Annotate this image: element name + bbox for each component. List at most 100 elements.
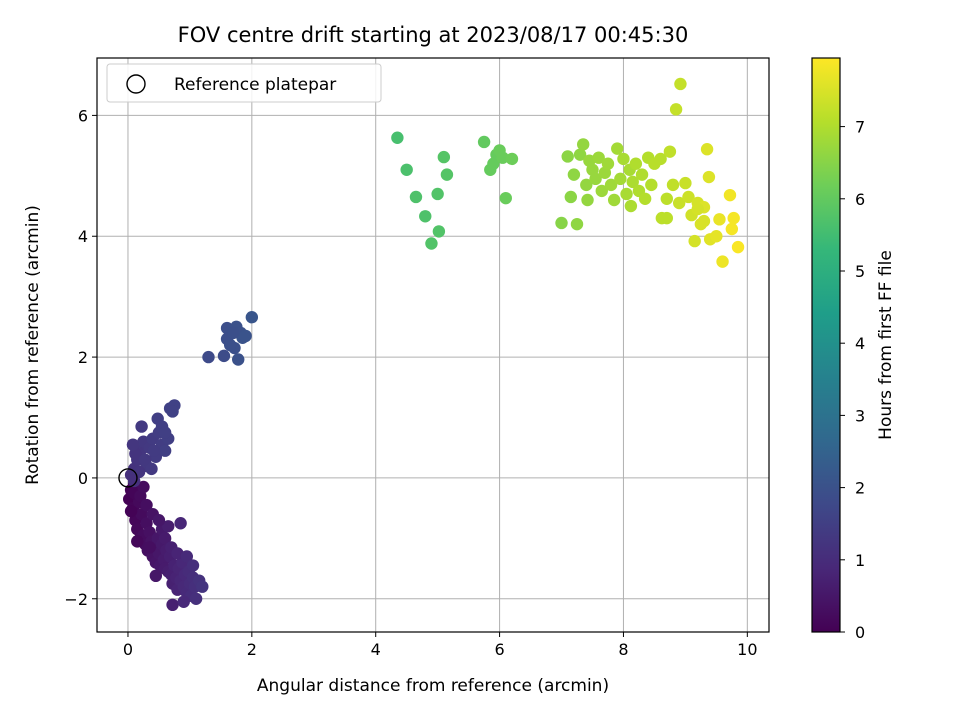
colorbar-label: Hours from first FF file [876,250,896,440]
data-point [624,199,638,213]
reference-platepar-marker [118,468,138,488]
data-point [669,103,683,116]
data-point [604,178,618,192]
data-point [135,420,148,433]
data-point [189,592,203,605]
data-point [158,444,172,457]
data-point [713,213,726,226]
data-point [166,598,179,612]
colorbar-tick-label: 1 [855,551,865,570]
data-point [555,216,568,230]
y-tick-label: 6 [78,106,88,125]
data-point [581,193,594,207]
y-tick-label: 4 [78,227,88,246]
data-point [496,151,509,164]
data-point [126,438,140,451]
y-axis-label: Rotation from reference (arcmin) [23,205,43,485]
data-point [654,152,667,166]
data-point [499,191,512,205]
data-point [158,426,172,439]
data-point [186,559,200,572]
y-tick-label: 2 [78,348,88,367]
data-point [617,152,630,166]
data-point [177,595,190,608]
x-tick-label: 4 [371,640,381,659]
data-point [576,138,590,151]
data-point [158,532,172,545]
colorbar-tick-label: 2 [855,479,865,498]
x-tick-label: 6 [494,640,504,659]
data-point [723,188,737,202]
data-point [227,326,240,340]
data-point [682,190,695,204]
colorbar-tick-label: 5 [855,262,865,281]
data-point [505,152,519,166]
colorbar-tick-label: 6 [855,190,865,209]
data-point [672,196,686,210]
colorbar-tick-label: 4 [855,334,865,353]
data-point [663,145,677,158]
data-point [697,214,711,228]
data-point [425,237,438,250]
data-point [561,150,574,163]
scatter-points [123,77,745,612]
data-point [629,157,643,170]
data-point [437,150,451,164]
data-point [573,148,587,161]
data-point [223,338,237,352]
data-point [137,480,150,494]
data-point [660,192,674,205]
data-point [217,349,231,363]
y-tick-label: −2 [64,590,88,609]
data-point [592,151,605,164]
data-point [139,453,152,466]
data-point [679,176,692,190]
data-point [440,168,454,181]
x-tick-label: 0 [123,640,133,659]
x-tick-label: 2 [247,640,257,659]
data-point [731,240,745,254]
data-point [152,514,166,527]
plot-frame [96,57,770,633]
data-point [145,462,158,476]
data-point [635,168,649,181]
data-point [202,350,215,364]
chart-title: FOV centre drift starting at 2023/08/17 … [178,23,689,47]
data-point [124,504,138,518]
colorbar-tick-label: 7 [855,118,865,137]
data-point [691,202,704,216]
data-point [611,142,624,155]
data-point [607,193,621,207]
data-point [166,405,179,418]
colorbar-gradient [811,57,841,633]
data-point [245,311,259,324]
data-point [131,535,144,548]
data-point [196,580,209,593]
data-point [716,255,729,268]
data-point [666,178,680,192]
data-point [595,184,608,198]
data-point [626,175,639,189]
x-tick-label: 10 [737,640,757,659]
data-point [135,507,148,521]
data-point [239,329,252,343]
legend: Reference platepar [106,63,382,103]
x-axis-label: Angular distance from reference (arcmin) [257,676,609,696]
x-tick-label: 8 [618,640,628,659]
data-point [147,444,161,457]
data-point [162,520,175,533]
data-point [700,143,714,156]
colorbar-ticks: 0 1 2 3 4 5 6 7 [840,118,865,642]
data-point [674,77,687,91]
data-point [645,178,658,192]
data-point [567,168,581,181]
data-point [614,172,627,186]
data-point [660,211,674,225]
data-point [149,569,163,583]
data-point [580,178,593,192]
colorbar: 0 1 2 3 4 5 6 7 Hours from first FF file [811,57,896,642]
data-point [564,190,578,204]
legend-label-reference: Reference platepar [174,75,336,95]
data-point [710,230,723,243]
